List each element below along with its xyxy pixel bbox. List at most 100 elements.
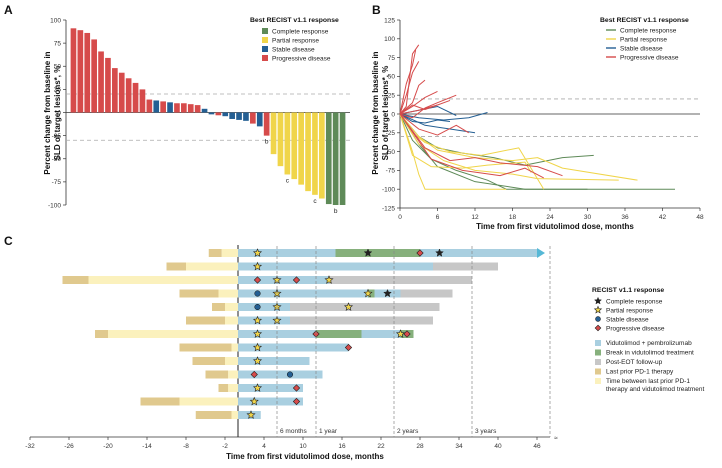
panel-b-xtick-label: 24 <box>546 214 554 221</box>
panel-c-treatment-segment <box>361 330 401 338</box>
panel-a-bar <box>229 112 235 119</box>
panel-c-between-bar <box>186 262 238 271</box>
panel-a-ylabel-line1: Percent change from baseline in <box>43 51 52 174</box>
panel-b-line-chart: B Percent change from baseline in SLD of… <box>371 3 704 231</box>
panel-c-legend-label: Break in vidutolimod treatment <box>606 350 694 357</box>
panel-c-between-bar <box>231 343 238 352</box>
panel-c-prior-pd1-bar <box>140 397 180 406</box>
panel-c-treatment-segment <box>238 303 290 311</box>
panel-c-treatment-segment <box>368 289 375 298</box>
panel-a-bar-chart: A Percent change from baseline in SLD of… <box>4 3 350 215</box>
panel-a-ylabel-line2: SLD of target lesions*, % <box>53 66 62 161</box>
panel-c-treatment-segment <box>400 289 453 298</box>
panel-b-xtick-label: 48 <box>696 214 704 221</box>
panel-b-label: B <box>372 3 381 17</box>
panel-c-response-marker <box>252 356 263 365</box>
panel-b-series-line <box>399 112 488 121</box>
panel-a-bar <box>201 108 208 113</box>
panel-b-xtick-label: 36 <box>621 214 629 221</box>
panel-a-ytick-label: -75 <box>52 179 62 186</box>
panel-c-legend-title: RECIST v1.1 response <box>592 287 664 294</box>
panel-b-series-line <box>399 113 588 190</box>
panel-c-between-bar <box>228 370 238 379</box>
panel-b-ytick-label: 125 <box>384 17 395 24</box>
panel-a-legend-swatch <box>262 55 268 61</box>
panel-c-xtick-label: -2 <box>222 443 228 450</box>
panel-c-milestone-label: 2 years <box>397 428 419 435</box>
panel-a-bar <box>91 39 97 113</box>
panel-c-xtick-label: -20 <box>103 443 113 450</box>
panel-c-prior-pd1-bar <box>205 370 229 379</box>
panel-c-prior-pd1-bar <box>192 357 225 365</box>
panel-c-response-marker <box>253 276 262 284</box>
panel-a-bar <box>112 68 118 113</box>
panel-b-ytick-label: 0 <box>391 111 395 118</box>
panel-b-legend-label: Partial response <box>620 36 667 43</box>
panel-c-legend-label: therapy and vidutolimod treatment <box>606 386 704 393</box>
panel-c-legend-label: Stable disease <box>606 316 649 323</box>
panel-b-xtick-label: 30 <box>584 214 592 221</box>
panel-b-series-line <box>399 79 426 115</box>
panel-b-ytick-label: 100 <box>384 36 395 43</box>
panel-a-ytick-label: 50 <box>54 64 62 71</box>
panel-c-treatment-segment <box>238 370 323 379</box>
panel-a-bar <box>291 112 298 180</box>
panel-b-xtick-label: 6 <box>436 214 440 221</box>
panel-a-bar <box>70 28 77 113</box>
panel-a-bar <box>298 112 304 185</box>
panel-c-xtick-label: 16 <box>338 443 346 450</box>
panel-c-response-marker <box>292 397 301 406</box>
panel-b-series-line <box>399 113 470 136</box>
panel-c-legend-marker <box>595 316 601 322</box>
panel-a-ytick-label: 0 <box>57 110 61 117</box>
panel-c-patient-row <box>205 370 323 379</box>
panel-b-xtick-label: 42 <box>659 214 667 221</box>
panel-a-bar <box>153 100 160 113</box>
panel-a-ytick-label: -50 <box>52 156 62 163</box>
panel-b-legend-label: Progressive disease <box>620 54 679 61</box>
panel-c-xlabel: Time from first vidutolimod dose, months <box>226 452 384 461</box>
panel-c-legend-swatch <box>595 349 601 356</box>
panel-c-between-bar <box>221 249 238 257</box>
panel-b-xlabel: Time from first vidutolimod dose, months <box>476 222 634 231</box>
panel-c-xtick-label: -8 <box>183 443 189 450</box>
panel-c-legend-swatch <box>595 368 601 375</box>
panel-c-between-bar <box>231 411 238 419</box>
panel-c-treatment-segment <box>290 303 440 311</box>
panel-a-bar <box>187 104 194 113</box>
panel-a-bar <box>181 103 187 113</box>
panel-a-annotation: b <box>334 208 338 215</box>
panel-a-annotation: c <box>286 177 290 184</box>
panel-b-xtick-label: 0 <box>398 214 402 221</box>
panel-c-treatment-segment <box>238 262 433 271</box>
panel-c-xtick-label: 4 <box>262 443 266 450</box>
panel-b-legend-label: Stable disease <box>620 45 663 52</box>
panel-c-legend-marker <box>593 296 603 305</box>
panel-b-series-line <box>399 113 476 134</box>
panel-c-response-marker <box>403 330 411 338</box>
panel-c-swimmer-plot: C Time from first vidutolimod dose, mont… <box>4 234 704 461</box>
panel-c-legend-label: Last prior PD-1 therapy <box>606 369 674 376</box>
panel-b-ytick-label: 75 <box>388 55 396 62</box>
panel-b-series-line <box>399 94 457 119</box>
panel-a-annotation: c <box>313 198 317 205</box>
panel-c-treatment-segment <box>238 343 349 352</box>
panel-c-legend-marker <box>593 305 603 314</box>
panel-a-legend: Best RECIST v1.1 response Complete respo… <box>250 17 339 63</box>
panel-c-response-marker <box>252 342 263 352</box>
panel-a-bar <box>284 112 291 175</box>
panel-a-bar <box>118 72 125 113</box>
panel-b-legend-label: Complete response <box>620 27 677 34</box>
panel-c-milestone-label: 1 year <box>319 428 338 435</box>
panel-a-bar <box>146 99 153 113</box>
panel-a-bar <box>319 112 325 199</box>
panel-a-bar <box>160 101 166 113</box>
panel-c-patient-row <box>208 248 545 258</box>
panel-c-treatment-segment <box>238 357 310 365</box>
panel-a-legend-title: Best RECIST v1.1 response <box>250 17 339 24</box>
panel-b-ytick-label: -75 <box>386 168 396 175</box>
panel-c-prior-pd1-bar <box>166 262 186 271</box>
panel-c-legend-swatch <box>595 359 601 365</box>
panel-a-legend-swatch <box>262 37 268 43</box>
panel-c-patient-row <box>195 410 261 419</box>
